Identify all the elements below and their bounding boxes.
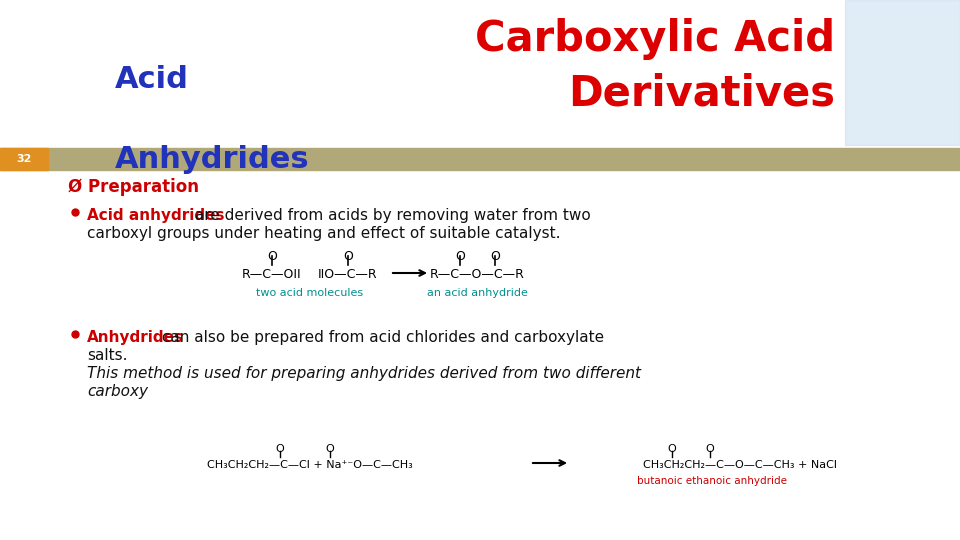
- Text: CH₃CH₂CH₂—C—Cl + Na⁺⁻⁠O—C—CH₃: CH₃CH₂CH₂—C—Cl + Na⁺⁻⁠O—C—CH₃: [207, 460, 413, 470]
- Text: are derived from acids by removing water from two: are derived from acids by removing water…: [190, 208, 590, 223]
- Bar: [0, 148, 960, 170]
- Text: Derivatives: Derivatives: [568, 72, 835, 114]
- Text: O: O: [267, 251, 276, 264]
- Text: Anhydrides: Anhydrides: [115, 145, 310, 173]
- Bar: [0, 148, 48, 170]
- Text: O: O: [455, 251, 465, 264]
- Text: Acid: Acid: [115, 65, 189, 94]
- Text: carboxy: carboxy: [87, 384, 148, 399]
- Text: CH₃CH₂CH₂—C—O—C—CH₃ + NaCl: CH₃CH₂CH₂—C—O—C—CH₃ + NaCl: [643, 460, 837, 470]
- Text: butanoic ethanoic anhydride: butanoic ethanoic anhydride: [637, 476, 787, 486]
- Text: Carboxylic Acid: Carboxylic Acid: [475, 18, 835, 60]
- Text: salts.: salts.: [87, 348, 128, 363]
- Text: O: O: [325, 444, 334, 454]
- Text: O: O: [706, 444, 714, 454]
- Text: Acid anhydrides: Acid anhydrides: [87, 208, 225, 223]
- Text: O: O: [667, 444, 677, 454]
- Text: R—C—OII: R—C—OII: [242, 268, 301, 281]
- Text: Anhydrides: Anhydrides: [87, 330, 184, 345]
- Text: O: O: [343, 251, 353, 264]
- Text: Ø Preparation: Ø Preparation: [68, 178, 199, 196]
- Text: can also be prepared from acid chlorides and carboxylate: can also be prepared from acid chlorides…: [157, 330, 604, 345]
- Text: 32: 32: [16, 154, 32, 164]
- Text: carboxyl groups under heating and effect of suitable catalyst.: carboxyl groups under heating and effect…: [87, 226, 561, 241]
- Text: an acid anhydride: an acid anhydride: [426, 288, 527, 298]
- Text: R—C—O—C—R: R—C—O—C—R: [429, 268, 524, 281]
- Text: two acid molecules: two acid molecules: [256, 288, 364, 298]
- Text: IIO—C—R: IIO—C—R: [318, 268, 378, 281]
- Text: O: O: [490, 251, 500, 264]
- Bar: [845, 0, 960, 145]
- Text: O: O: [276, 444, 284, 454]
- Text: This method is used for preparing anhydrides derived from two different: This method is used for preparing anhydr…: [87, 366, 641, 381]
